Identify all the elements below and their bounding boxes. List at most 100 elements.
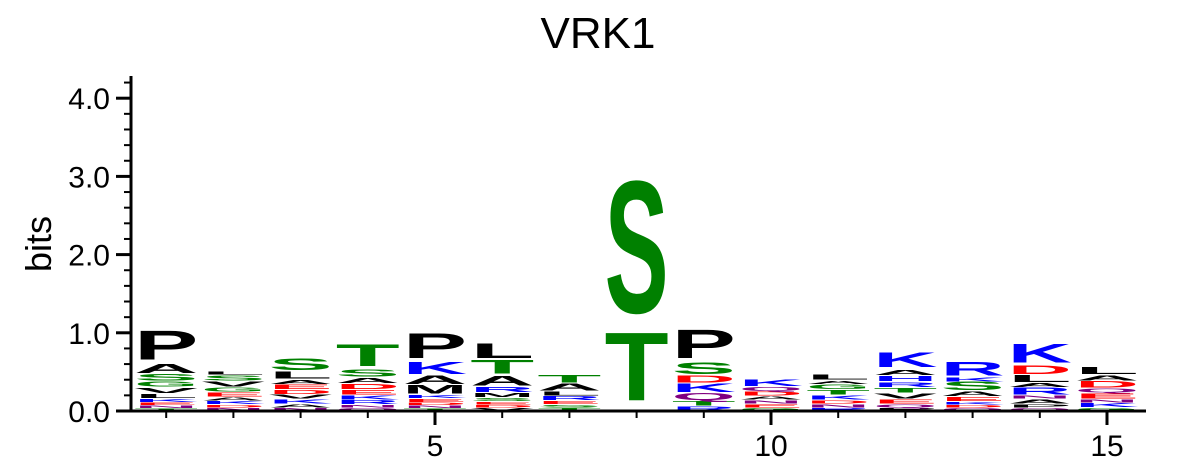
logo-letter-K: K	[403, 394, 467, 399]
x-tick-label: 5	[427, 430, 444, 463]
logo-letter-D: D	[201, 404, 265, 408]
logo-letter-R: R	[1008, 386, 1072, 397]
logo-letter-E: E	[1075, 391, 1139, 400]
logo-letter-K: K	[134, 398, 198, 403]
logo-letter-T: T	[806, 388, 870, 396]
logo-letter-A: A	[403, 374, 467, 387]
y-tick-label: 1.0	[68, 318, 110, 351]
logo-letter-L: L	[269, 370, 333, 381]
logo-letter-P: P	[134, 322, 198, 369]
logo-letter-K: K	[403, 358, 467, 378]
logo-letter-R: R	[873, 381, 937, 389]
logo-letter-A: A	[336, 376, 400, 385]
logo-letter-S: S	[269, 355, 333, 373]
logo-letter-P: P	[873, 407, 937, 411]
logo-letter-D: D	[672, 374, 736, 385]
logo-letter-E: E	[739, 403, 803, 408]
logo-letter-N: N	[1075, 398, 1139, 403]
logo-letter-H: H	[873, 374, 937, 383]
logo-letter-P: P	[1008, 403, 1072, 408]
logo-letter-D: D	[470, 404, 534, 408]
logo-letter-Q: Q	[1008, 407, 1072, 411]
logo-letter-D: D	[941, 404, 1005, 408]
logo-column-1: TNEKLVGSAP	[134, 322, 198, 412]
logo-letter-R: R	[537, 395, 601, 401]
logo-letter-A: A	[941, 390, 1005, 398]
logo-letter-N: N	[403, 405, 467, 409]
logo-letter-A: A	[1008, 382, 1072, 388]
logo-letter-K: K	[1075, 402, 1139, 408]
y-tick-label: 0.0	[68, 396, 110, 429]
logo-letter-E: E	[470, 401, 534, 405]
x-axis-ticks: 5 10 15	[165, 411, 1124, 463]
x-tick-label: 10	[754, 430, 787, 463]
logo-letter-V: V	[201, 380, 265, 389]
logo-letter-N: N	[269, 407, 333, 411]
y-axis-label: bits	[18, 216, 59, 272]
logo-letter-G: G	[201, 386, 265, 392]
logo-letter-T: T	[605, 314, 669, 422]
logo-letter-E: E	[403, 398, 467, 403]
logo-letter-L: L	[134, 393, 198, 400]
logo-letter-S: S	[537, 404, 601, 408]
logo-letter-T: T	[470, 356, 534, 378]
logo-letter-D: D	[269, 389, 333, 395]
logo-letter-M: M	[403, 383, 467, 396]
logo-letter-S: S	[201, 373, 265, 382]
logo-letter-P: P	[403, 327, 467, 366]
logo-letter-L: L	[201, 370, 265, 375]
logo-letter-A: A	[1008, 398, 1072, 404]
logo-letter-L: L	[1075, 365, 1139, 376]
logo-letter-S: S	[134, 373, 198, 383]
logo-letter-V: V	[269, 393, 333, 399]
logo-letter-S: S	[336, 368, 400, 379]
logo-letter-E: E	[269, 383, 333, 391]
logo-letter-S: S	[605, 141, 669, 353]
logo-letter-N: N	[134, 405, 198, 409]
logo-letter-K: K	[873, 348, 937, 372]
logo-letter-M: M	[470, 392, 534, 399]
logo-letter-L: L	[470, 339, 534, 363]
logo-letter-E: E	[941, 396, 1005, 403]
logo-letter-A: A	[873, 368, 937, 377]
logo-letter-Q: Q	[873, 403, 937, 408]
logo-letter-K: K	[336, 394, 400, 400]
logo-letter-T: T	[537, 373, 601, 385]
logo-letter-K: K	[941, 376, 1005, 382]
logo-letter-G: G	[806, 383, 870, 391]
logo-letter-N: N	[336, 404, 400, 408]
logo-letter-E: E	[134, 402, 198, 406]
logo-letter-N: N	[739, 399, 803, 404]
logo-letter-A: A	[537, 382, 601, 393]
logo-letter-R: R	[941, 358, 1005, 380]
logo-letter-V: V	[470, 407, 534, 411]
logo-letter-D: D	[1075, 380, 1139, 390]
logo-letter-A: A	[806, 380, 870, 385]
logo-letter-V: V	[873, 392, 937, 401]
logo-letter-P: P	[672, 321, 736, 367]
logo-letter-T: T	[873, 386, 937, 394]
logo-letter-D: D	[403, 402, 467, 406]
logo-letter-D: D	[1008, 363, 1072, 376]
logo-letter-A: A	[269, 379, 333, 385]
logo-letter-T: T	[672, 399, 736, 407]
logo-letter-A: A	[739, 395, 803, 400]
chart-title: VRK1	[541, 9, 656, 58]
logo-letter-T: T	[537, 407, 601, 411]
logo-letter-V: V	[134, 386, 198, 395]
logo-letter-G: G	[134, 380, 198, 389]
logo-letter-A: A	[201, 396, 265, 401]
logo-letter-A: A	[1075, 374, 1139, 383]
logo-letter-L: L	[806, 373, 870, 382]
logo-letter-K: K	[739, 378, 803, 388]
logo-letter-K: K	[269, 398, 333, 404]
logo-letter-K: K	[941, 401, 1005, 405]
